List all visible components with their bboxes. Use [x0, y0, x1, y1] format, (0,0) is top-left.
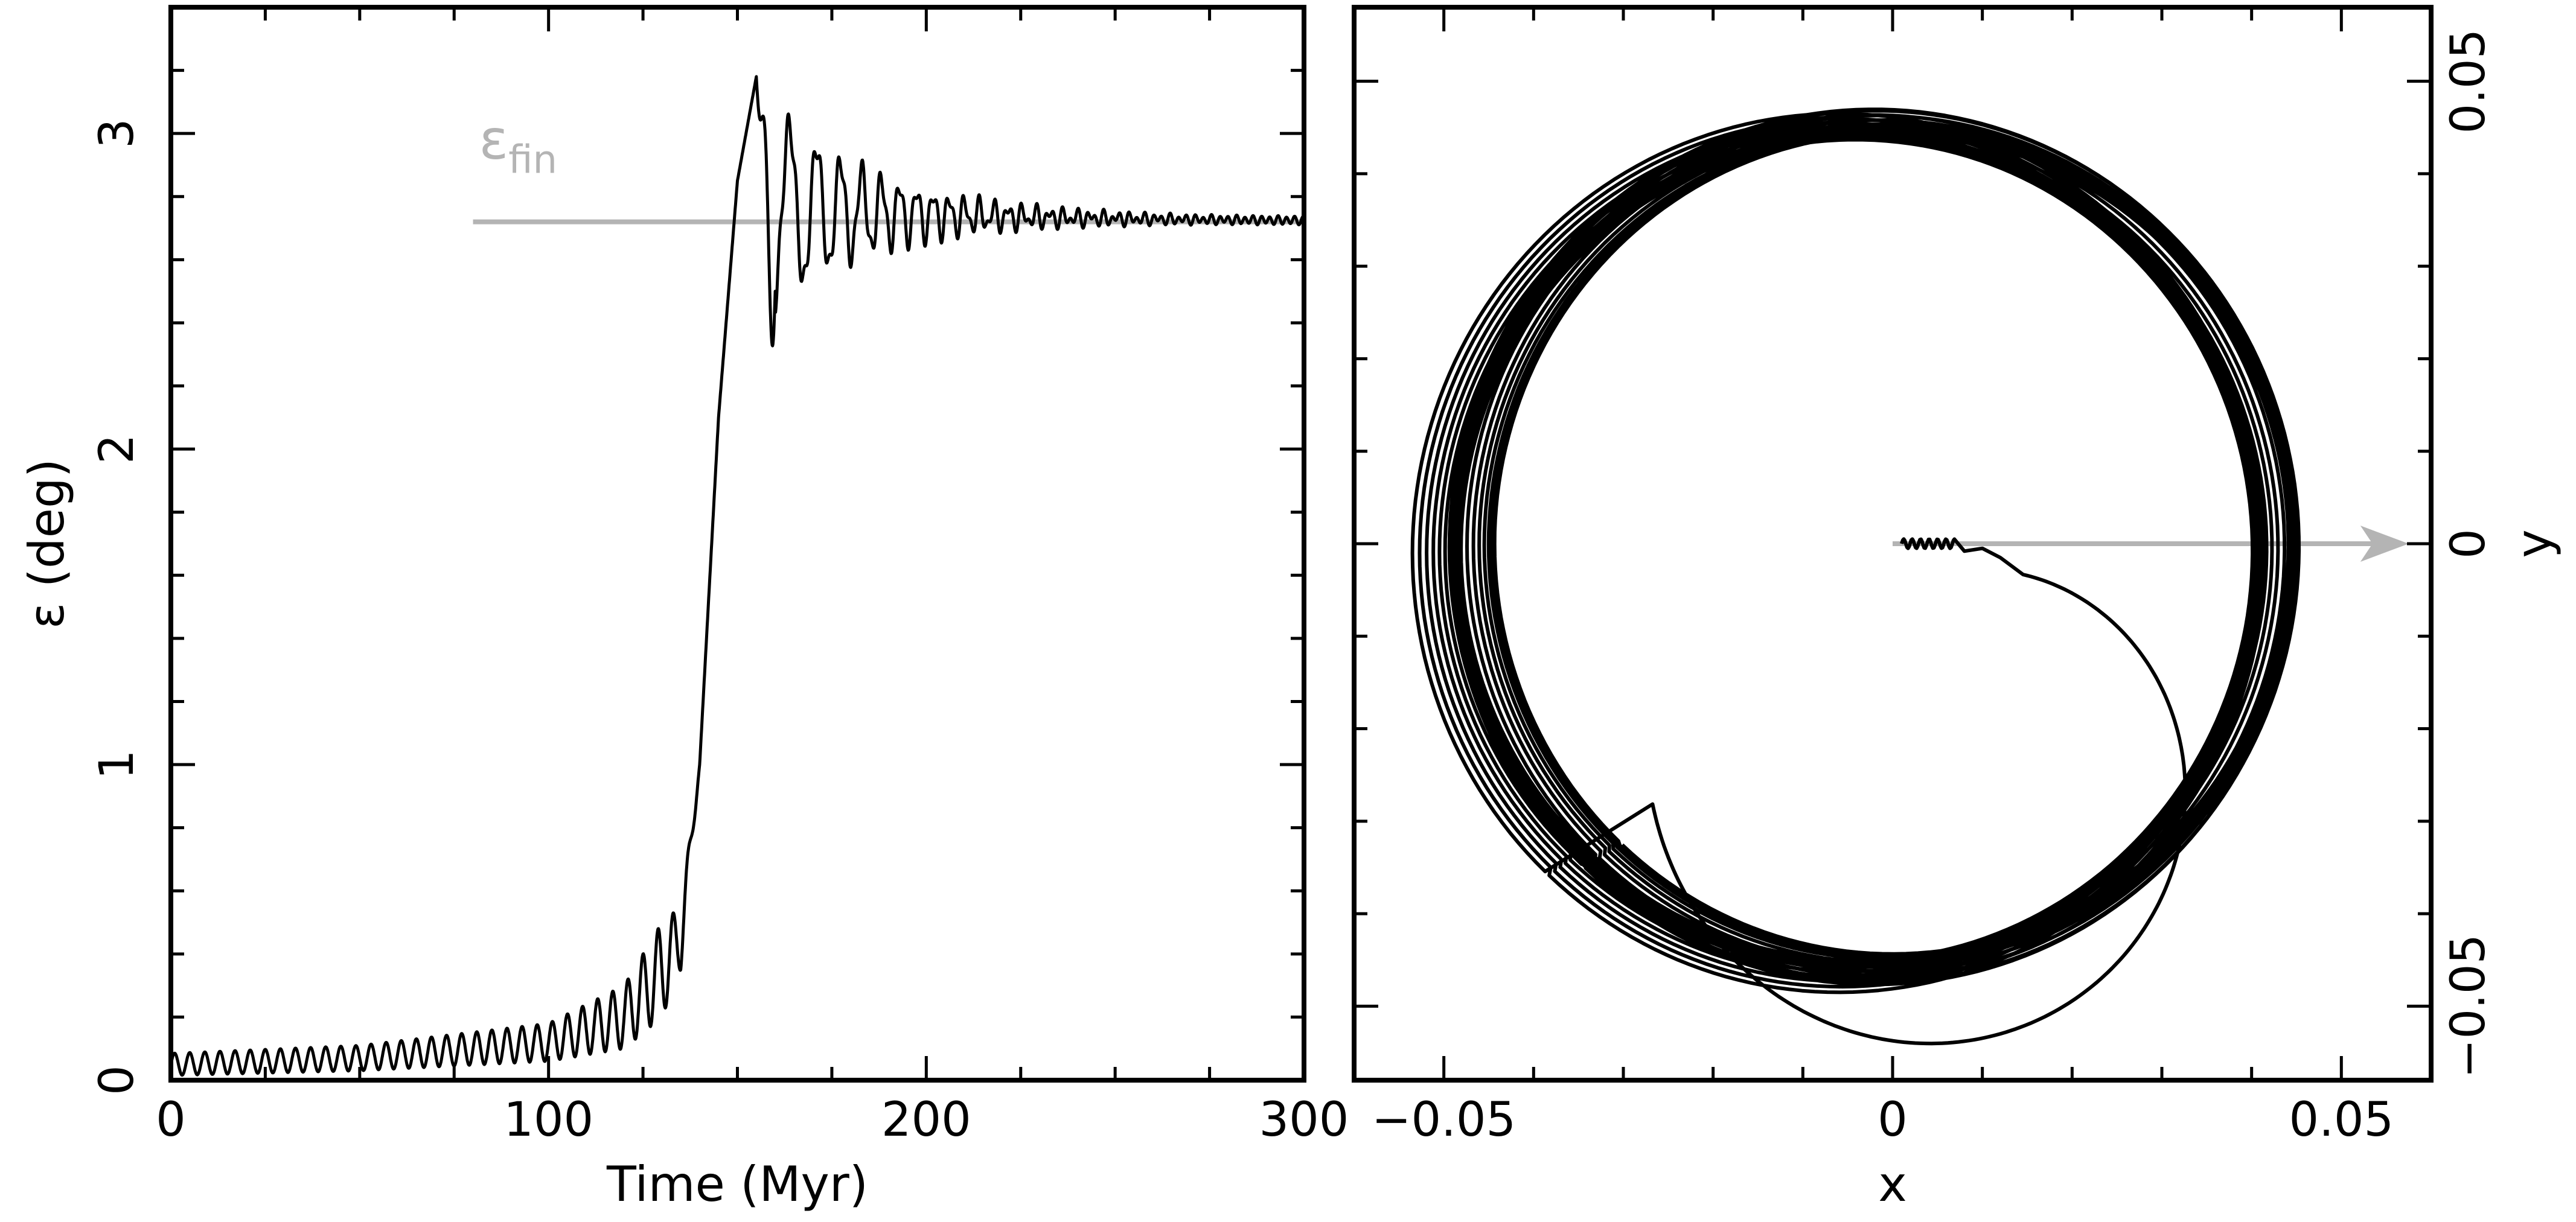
y-axis-label-epsilon: ε (deg) — [19, 459, 75, 629]
y-tick-label: 0.05 — [2441, 29, 2496, 134]
right-tick-labels: −0.05 0 0.05 −0.05 0 0.05 — [1372, 29, 2496, 1147]
x-tick-label: 0 — [1878, 1093, 1908, 1147]
y-tick-label: −0.05 — [2441, 934, 2496, 1078]
x-tick-label: −0.05 — [1372, 1093, 1516, 1147]
x-tick-label: 0 — [156, 1093, 186, 1147]
x-tick-label: 300 — [1259, 1093, 1349, 1147]
epsilon-series-line — [169, 75, 1306, 1077]
direction-arrow-head — [2360, 526, 2409, 562]
trajectory-panel: −0.05 0 0.05 −0.05 0 0.05 x y — [1352, 5, 2562, 1212]
y-tick-label: 3 — [90, 118, 144, 148]
left-ticks — [169, 5, 1306, 1082]
y-tick-label: 0 — [90, 1065, 144, 1095]
y-axis-label-y: y — [2506, 529, 2562, 558]
trajectory-series-line — [1410, 107, 2301, 1046]
epsilon-time-panel: εfin 0 100 200 300 0 1 2 3 Time (Myr) ε (deg) — [19, 5, 1349, 1212]
y-tick-label: 1 — [90, 749, 144, 780]
right-plot-frame — [1352, 5, 2434, 1083]
epsilon-final-symbol: ε — [479, 109, 509, 172]
x-axis-label-x: x — [1878, 1156, 1906, 1212]
epsilon-final-label: εfin — [479, 109, 558, 183]
x-tick-label: 100 — [503, 1093, 593, 1147]
x-tick-label: 0.05 — [2289, 1093, 2394, 1147]
y-tick-label: 2 — [90, 434, 144, 464]
left-tick-labels: 0 100 200 300 0 1 2 3 — [90, 118, 1349, 1147]
x-tick-label: 200 — [881, 1093, 971, 1147]
y-tick-label: 0 — [2441, 529, 2496, 559]
epsilon-final-subscript: fin — [508, 138, 557, 183]
left-plot-frame — [168, 5, 1306, 1083]
x-axis-label-time: Time (Myr) — [606, 1156, 868, 1212]
